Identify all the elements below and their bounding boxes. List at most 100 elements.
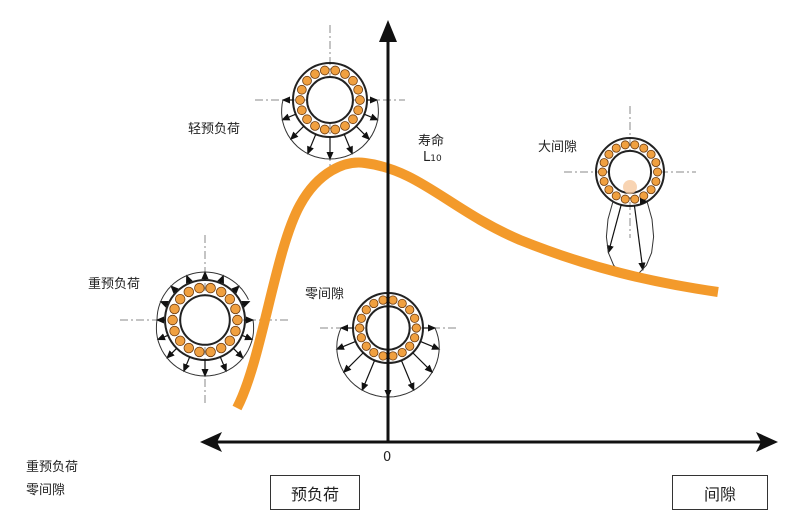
x-axis-left-arrowhead [200,432,222,452]
rolling-element [353,84,364,95]
rolling-element [205,282,216,294]
load-arrow [342,352,364,374]
load-arrow [606,204,622,254]
load-arrow [400,360,415,392]
rolling-element [356,313,366,323]
inner-ring [306,76,354,124]
heavy-preload-bearing [120,235,290,405]
rolling-element [215,342,227,354]
rolling-element [378,295,388,305]
life-symbol-label: L10 [423,150,442,165]
inner-ring [179,294,231,346]
rolling-element [378,351,388,361]
load-arrow [420,340,441,350]
load-arrow [633,205,646,272]
rolling-element [597,167,607,177]
load-arrow [412,352,434,374]
rolling-element [388,351,398,361]
outer-ring [595,137,665,207]
rolling-element [169,303,180,315]
load-arrow [186,274,193,284]
load-arrow [231,285,240,294]
rolling-element [653,167,663,177]
rolling-element [174,293,186,305]
load-arrow [170,285,179,294]
heavy-preload-label: 重预负荷 [88,277,141,292]
load-arrow [289,125,305,141]
large-clearance-label: 大间隙 [538,140,578,155]
rolling-element [630,140,640,150]
rolling-element [651,158,661,168]
rolling-element [340,69,350,79]
rolling-element [397,347,407,358]
rolling-element [302,75,312,86]
load-arrow [281,113,297,121]
rolling-element [405,341,415,351]
origin-label: 0 [383,450,392,465]
preload-axis-box: 预负荷 [270,475,360,510]
load-arrow [307,133,317,155]
load-arrow [363,113,379,121]
rolling-element [356,333,366,343]
clearance-axis-box: 间隙 [672,475,768,510]
rolling-element [295,95,305,105]
rolling-element [651,176,661,186]
rolling-element [405,305,415,315]
rolling-element [369,298,379,309]
load-arrow [156,333,169,341]
rolling-element [330,124,341,135]
rolling-element [611,191,621,201]
rolling-element [639,191,649,201]
load-arrow [217,274,224,284]
life-symbol: L [423,150,431,165]
load-arrow [166,347,178,359]
rolling-element [604,149,614,159]
rolling-element [397,298,407,309]
life-curve [232,157,719,411]
rolling-element [361,305,371,315]
rolling-element [319,65,330,76]
rolling-element [330,65,341,76]
rolling-element [639,143,649,153]
rolling-element [611,143,621,153]
rolling-element [296,105,307,116]
rolling-element [302,114,312,125]
bottom-left-label-2: 零间隙 [26,483,66,498]
load-distribution-envelope [605,201,655,277]
load-arrow [219,356,227,373]
load-arrow [241,333,254,341]
rolling-element [355,323,365,333]
rolling-element [310,121,320,131]
rolling-element [296,84,307,95]
rolling-element [646,185,656,195]
life-label: 寿命 [418,134,445,149]
zero-clearance-label: 零间隙 [305,287,345,302]
rolling-element [388,295,398,305]
rolling-element [620,194,630,204]
life-subscript: 10 [430,154,442,164]
rolling-element [599,176,609,186]
rolling-element [319,124,330,135]
rolling-element [410,313,420,323]
rolling-element [348,75,358,86]
light-preload-bearing [255,25,405,175]
rolling-element [355,95,365,105]
load-arrow [335,340,356,350]
rolling-element [183,286,195,298]
load-arrow [343,133,353,155]
rolling-element [183,342,195,354]
bottom-left-label-1: 重预负荷 [26,460,79,475]
large-clearance-bearing [564,106,696,277]
rolling-element [230,303,241,315]
x-axis-right-arrowhead [756,432,778,452]
load-arrow [361,360,376,392]
rolling-element [194,346,205,358]
load-distribution-envelope [281,99,379,160]
load-highlight [623,180,637,194]
rolling-element [232,314,243,326]
rolling-element [604,185,614,195]
rolling-element [224,335,236,347]
rolling-element [599,158,609,168]
rolling-element [369,347,379,358]
